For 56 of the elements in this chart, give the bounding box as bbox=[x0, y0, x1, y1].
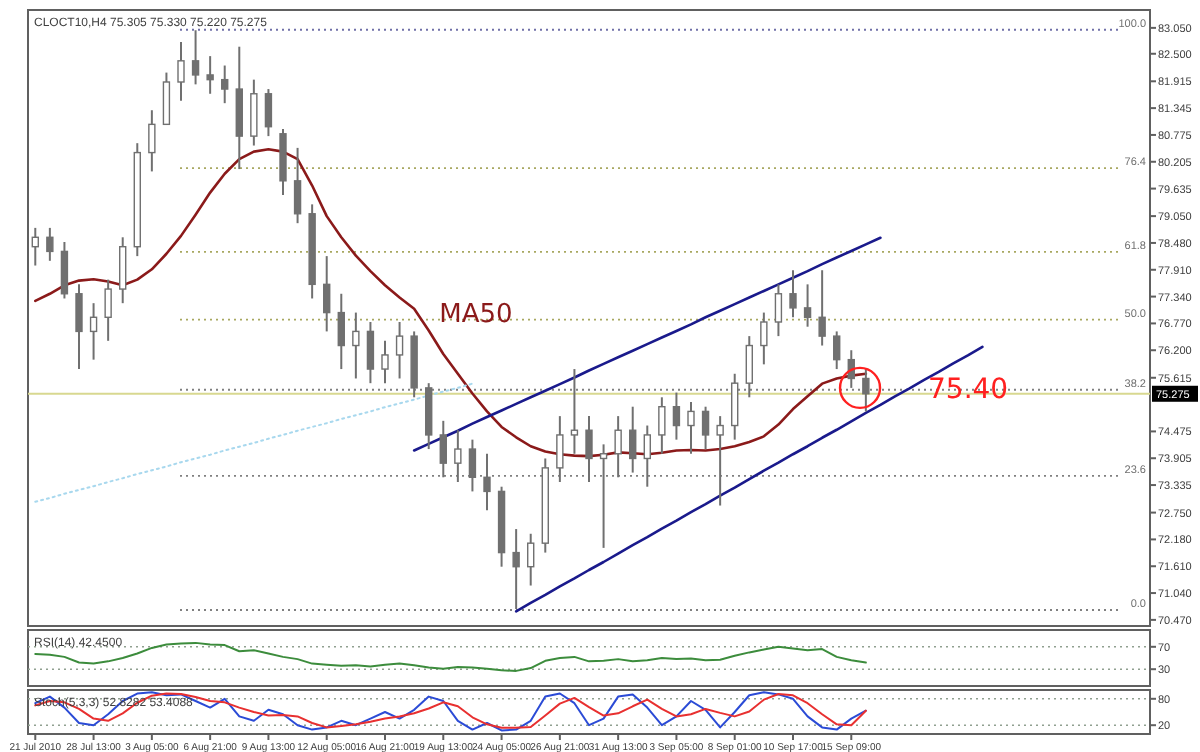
candlestick bbox=[104, 278, 112, 342]
candlestick bbox=[468, 438, 477, 493]
candlestick bbox=[279, 128, 287, 196]
candlestick bbox=[803, 283, 812, 328]
candlestick bbox=[75, 283, 83, 371]
candlestick bbox=[833, 330, 841, 371]
candlestick bbox=[862, 368, 870, 413]
candlestick bbox=[191, 29, 200, 86]
candlestick bbox=[89, 302, 98, 361]
candlestick bbox=[527, 532, 535, 587]
candlestick bbox=[643, 424, 651, 488]
annotation: 75.40 bbox=[928, 373, 1009, 406]
candlestick bbox=[570, 368, 579, 455]
candlestick bbox=[206, 55, 214, 95]
candlestick bbox=[701, 405, 710, 451]
candlestick bbox=[177, 41, 185, 102]
candlestick bbox=[512, 528, 520, 611]
candlestick bbox=[687, 401, 695, 455]
candlestick bbox=[556, 415, 564, 483]
candlestick bbox=[119, 236, 127, 305]
candlestick bbox=[46, 226, 54, 262]
candlestick bbox=[774, 283, 783, 338]
candlestick bbox=[672, 391, 681, 441]
candlestick bbox=[293, 146, 302, 225]
candlestick bbox=[760, 311, 768, 366]
candlestick bbox=[789, 269, 797, 319]
candlestick bbox=[425, 382, 433, 451]
candlestick bbox=[323, 255, 331, 333]
candlestick bbox=[60, 241, 69, 300]
candlestick bbox=[235, 45, 243, 171]
candlestick bbox=[31, 226, 39, 267]
candlestick bbox=[585, 415, 593, 483]
candlestick bbox=[148, 109, 156, 173]
candlestick bbox=[250, 78, 258, 147]
candlestick bbox=[337, 292, 345, 371]
candlestick bbox=[731, 372, 739, 441]
candlestick bbox=[745, 335, 753, 399]
candlestick bbox=[162, 71, 171, 126]
candlestick bbox=[818, 269, 826, 347]
candlestick bbox=[221, 64, 229, 105]
candlestick bbox=[395, 321, 404, 380]
candlestick bbox=[614, 415, 622, 479]
candlestick bbox=[381, 339, 389, 385]
candlestick bbox=[366, 321, 375, 385]
line-series bbox=[34, 641, 867, 672]
candlestick bbox=[454, 429, 462, 483]
candlestick bbox=[352, 311, 360, 380]
candlestick bbox=[264, 88, 273, 138]
candlestick bbox=[439, 419, 447, 479]
candlestick bbox=[483, 452, 491, 512]
line-series bbox=[34, 382, 474, 503]
candlestick bbox=[716, 415, 724, 507]
candlestick bbox=[629, 405, 637, 474]
candlestick bbox=[658, 396, 666, 455]
series-label: MA50 bbox=[439, 300, 513, 330]
candlestick bbox=[599, 443, 608, 549]
